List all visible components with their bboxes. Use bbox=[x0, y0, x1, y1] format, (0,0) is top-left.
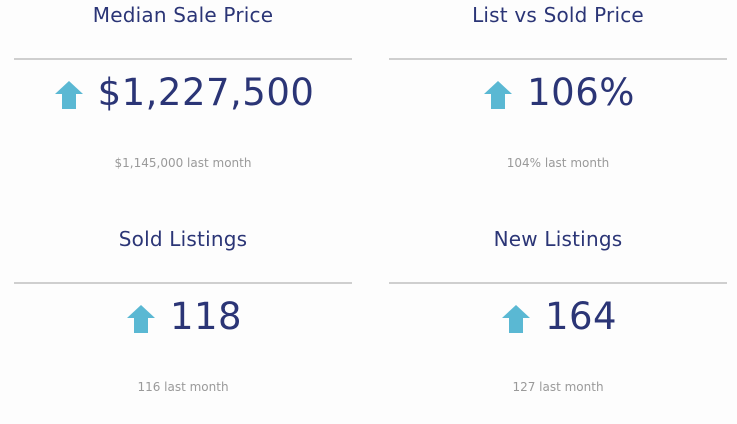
arrow-up-icon bbox=[52, 78, 86, 112]
card-title: Median Sale Price bbox=[92, 3, 274, 27]
card-title: Sold Listings bbox=[118, 227, 248, 251]
previous-period-value: 127 last month bbox=[512, 380, 604, 394]
stat-card-median-sale-price: Median Sale Price $1,227,500 $1,145,000 … bbox=[14, 0, 352, 200]
metric-row: 164 bbox=[389, 294, 727, 340]
metric-row: $1,227,500 bbox=[14, 70, 352, 116]
arrow-up-icon bbox=[124, 302, 158, 336]
card-title: New Listings bbox=[493, 227, 623, 251]
metric-value: 106% bbox=[527, 71, 635, 114]
stat-card-list-vs-sold-price: List vs Sold Price 106% 104% last month bbox=[389, 0, 727, 200]
metric-value: $1,227,500 bbox=[97, 71, 315, 114]
stat-card-new-listings: New Listings 164 127 last month bbox=[389, 224, 727, 424]
metric-value: 118 bbox=[169, 295, 243, 338]
divider bbox=[389, 58, 727, 60]
metric-row: 106% bbox=[389, 70, 727, 116]
card-title: List vs Sold Price bbox=[472, 3, 644, 27]
previous-period-value: $1,145,000 last month bbox=[114, 156, 252, 170]
previous-period-value: 104% last month bbox=[506, 156, 610, 170]
previous-period-value: 116 last month bbox=[137, 380, 229, 394]
divider bbox=[14, 282, 352, 284]
arrow-up-icon bbox=[499, 302, 533, 336]
arrow-up-icon bbox=[481, 78, 515, 112]
metric-value: 164 bbox=[544, 295, 618, 338]
stat-card-sold-listings: Sold Listings 118 116 last month bbox=[14, 224, 352, 424]
metric-row: 118 bbox=[14, 294, 352, 340]
divider bbox=[389, 282, 727, 284]
divider bbox=[14, 58, 352, 60]
